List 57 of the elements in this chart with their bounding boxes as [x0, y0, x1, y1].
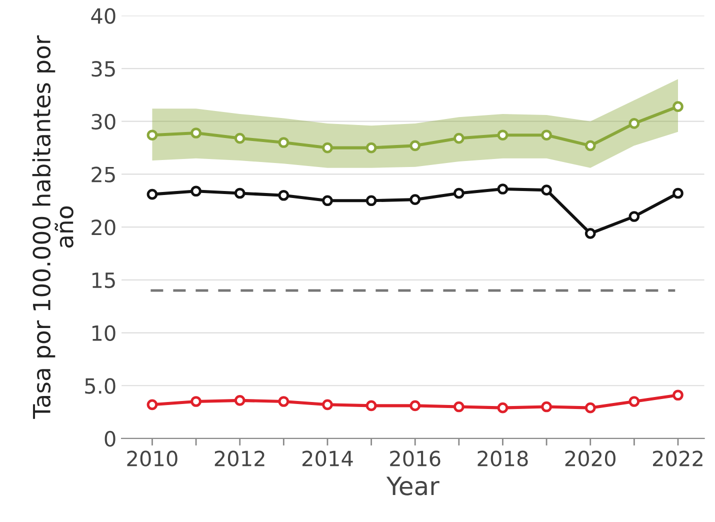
x-tick-label: 2022	[653, 450, 702, 466]
point	[190, 128, 202, 138]
point	[366, 400, 377, 412]
point	[146, 188, 158, 200]
point	[278, 190, 290, 201]
point	[410, 140, 421, 152]
x-tick-label: 2012	[214, 450, 264, 466]
point	[454, 188, 464, 199]
x-tick-label: 2018	[478, 450, 528, 466]
point	[584, 228, 596, 239]
x-tick-label: 2014	[302, 450, 353, 466]
point	[366, 142, 377, 154]
y-tick-label: 35	[92, 60, 115, 77]
point	[322, 195, 333, 206]
point	[628, 396, 640, 407]
point	[628, 118, 640, 129]
point	[322, 142, 333, 154]
point	[497, 130, 508, 141]
point	[410, 400, 421, 412]
point	[672, 390, 684, 401]
point	[146, 130, 158, 141]
point	[322, 399, 333, 410]
point	[190, 186, 202, 197]
point	[541, 130, 552, 141]
y-axis-title: Tasa por 100.000 habitantes por año	[32, 35, 74, 419]
x-tick-label: 2010	[127, 450, 178, 466]
point	[672, 101, 684, 112]
point	[234, 395, 246, 406]
point	[410, 194, 421, 206]
point	[234, 132, 246, 144]
point	[234, 188, 246, 199]
point	[454, 401, 464, 412]
x-tick-label: 2016	[390, 450, 440, 466]
y-tick-label: 40	[91, 8, 116, 24]
point	[497, 184, 508, 194]
point	[278, 137, 290, 148]
y-tick-label: 5.0	[85, 378, 116, 394]
point	[497, 402, 508, 414]
point	[628, 211, 640, 222]
point	[454, 132, 464, 144]
point	[541, 401, 552, 412]
point	[672, 188, 684, 199]
y-tick-label: 15	[92, 272, 115, 288]
point	[541, 184, 552, 196]
point	[366, 195, 377, 206]
point	[584, 140, 596, 152]
point	[146, 399, 158, 410]
x-axis-title: Year	[386, 476, 440, 496]
y-tick-label: 20	[92, 220, 116, 236]
y-tick-label: 10	[92, 325, 116, 341]
point	[190, 396, 202, 407]
point	[278, 396, 290, 407]
y-tick-label: 30	[92, 114, 116, 130]
x-tick-label: 2020	[565, 450, 616, 466]
y-tick-label: 25	[92, 166, 115, 182]
point	[584, 402, 596, 414]
y-tick-label: 0	[104, 430, 116, 447]
